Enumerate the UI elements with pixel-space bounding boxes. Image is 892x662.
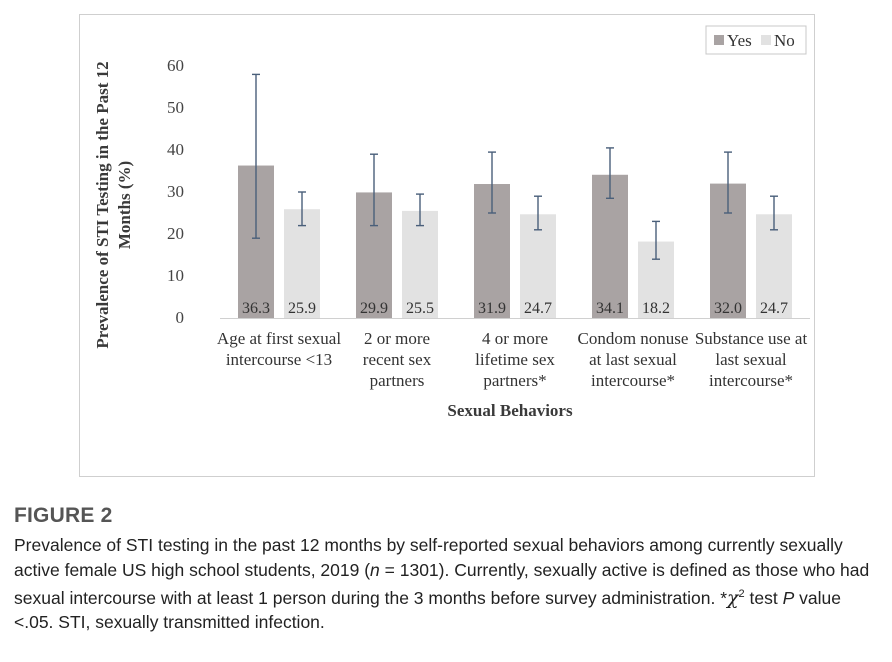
data-label: 29.9 [360, 300, 388, 317]
x-category-label: at last sexual [589, 350, 677, 369]
y-tick-label: 0 [176, 308, 185, 327]
caption-chi-symbol: χ [727, 586, 739, 609]
bar-no [284, 209, 320, 318]
y-tick-label: 10 [167, 266, 184, 285]
chart-svg: 0 10 20 30 40 50 60 Prevalence of STI Testing i… [93, 25, 810, 420]
x-axis-title: Sexual Behaviors [447, 401, 573, 420]
bar-no [520, 214, 556, 318]
bar-no [756, 214, 792, 318]
x-category-label: intercourse* [709, 371, 793, 390]
caption-n-symbol: n [370, 559, 380, 580]
x-category-label: partners [370, 371, 425, 390]
y-tick-label: 20 [167, 224, 184, 243]
data-label: 31.9 [478, 300, 506, 317]
legend-swatch-yes [714, 35, 724, 45]
y-tick-label: 60 [167, 56, 184, 75]
y-tick-label: 30 [167, 182, 184, 201]
x-category-label: intercourse* [591, 371, 675, 390]
legend-label-yes: Yes [727, 31, 752, 50]
caption-text-2: = 1301). Currently, sexually active is d… [14, 559, 870, 608]
x-category-label: partners* [483, 371, 546, 390]
x-category-label: 2 or more [364, 329, 430, 348]
caption-p-symbol: P [782, 587, 795, 608]
data-label: 25.9 [288, 300, 316, 317]
x-category-label: Age at first sexual [217, 329, 341, 348]
x-category-label: Condom nonuse [578, 329, 689, 348]
x-category-label: lifetime sex [475, 350, 555, 369]
data-label: 25.5 [406, 300, 434, 317]
y-tick-label: 50 [167, 98, 184, 117]
bar-no [402, 210, 438, 318]
data-label: 24.7 [760, 300, 788, 317]
data-label: 36.3 [242, 300, 270, 317]
data-label: 18.2 [642, 300, 670, 317]
data-label: 32.0 [714, 300, 742, 317]
x-category-label: last sexual [715, 350, 787, 369]
x-category-label: intercourse <13 [226, 350, 332, 369]
figure-heading: FIGURE 2 [14, 504, 113, 527]
data-label: 24.7 [524, 300, 552, 317]
y-axis-title: Months (%) [115, 161, 134, 249]
y-tick-label: 40 [167, 140, 184, 159]
data-label: 34.1 [596, 300, 624, 317]
figure-caption: Prevalence of STI testing in the past 12… [14, 533, 884, 635]
x-category-label: Substance use at [695, 329, 808, 348]
caption-text-3: test [744, 587, 783, 608]
caption-text-4: value <.05. STI, sexually transmitted in… [14, 587, 841, 633]
y-axis-title: Prevalence of STI Testing in the Past 12 [93, 61, 112, 348]
legend-swatch-no [761, 35, 771, 45]
x-category-label: 4 or more [482, 329, 548, 348]
x-category-label: recent sex [363, 350, 432, 369]
caption-text-1: Prevalence of STI testing in the past 12… [14, 535, 843, 580]
caption-chi-sup: 2 [738, 588, 745, 600]
legend-label-no: No [774, 31, 795, 50]
chart-frame: 0 10 20 30 40 50 60 Prevalence of STI Testing i… [79, 14, 815, 477]
